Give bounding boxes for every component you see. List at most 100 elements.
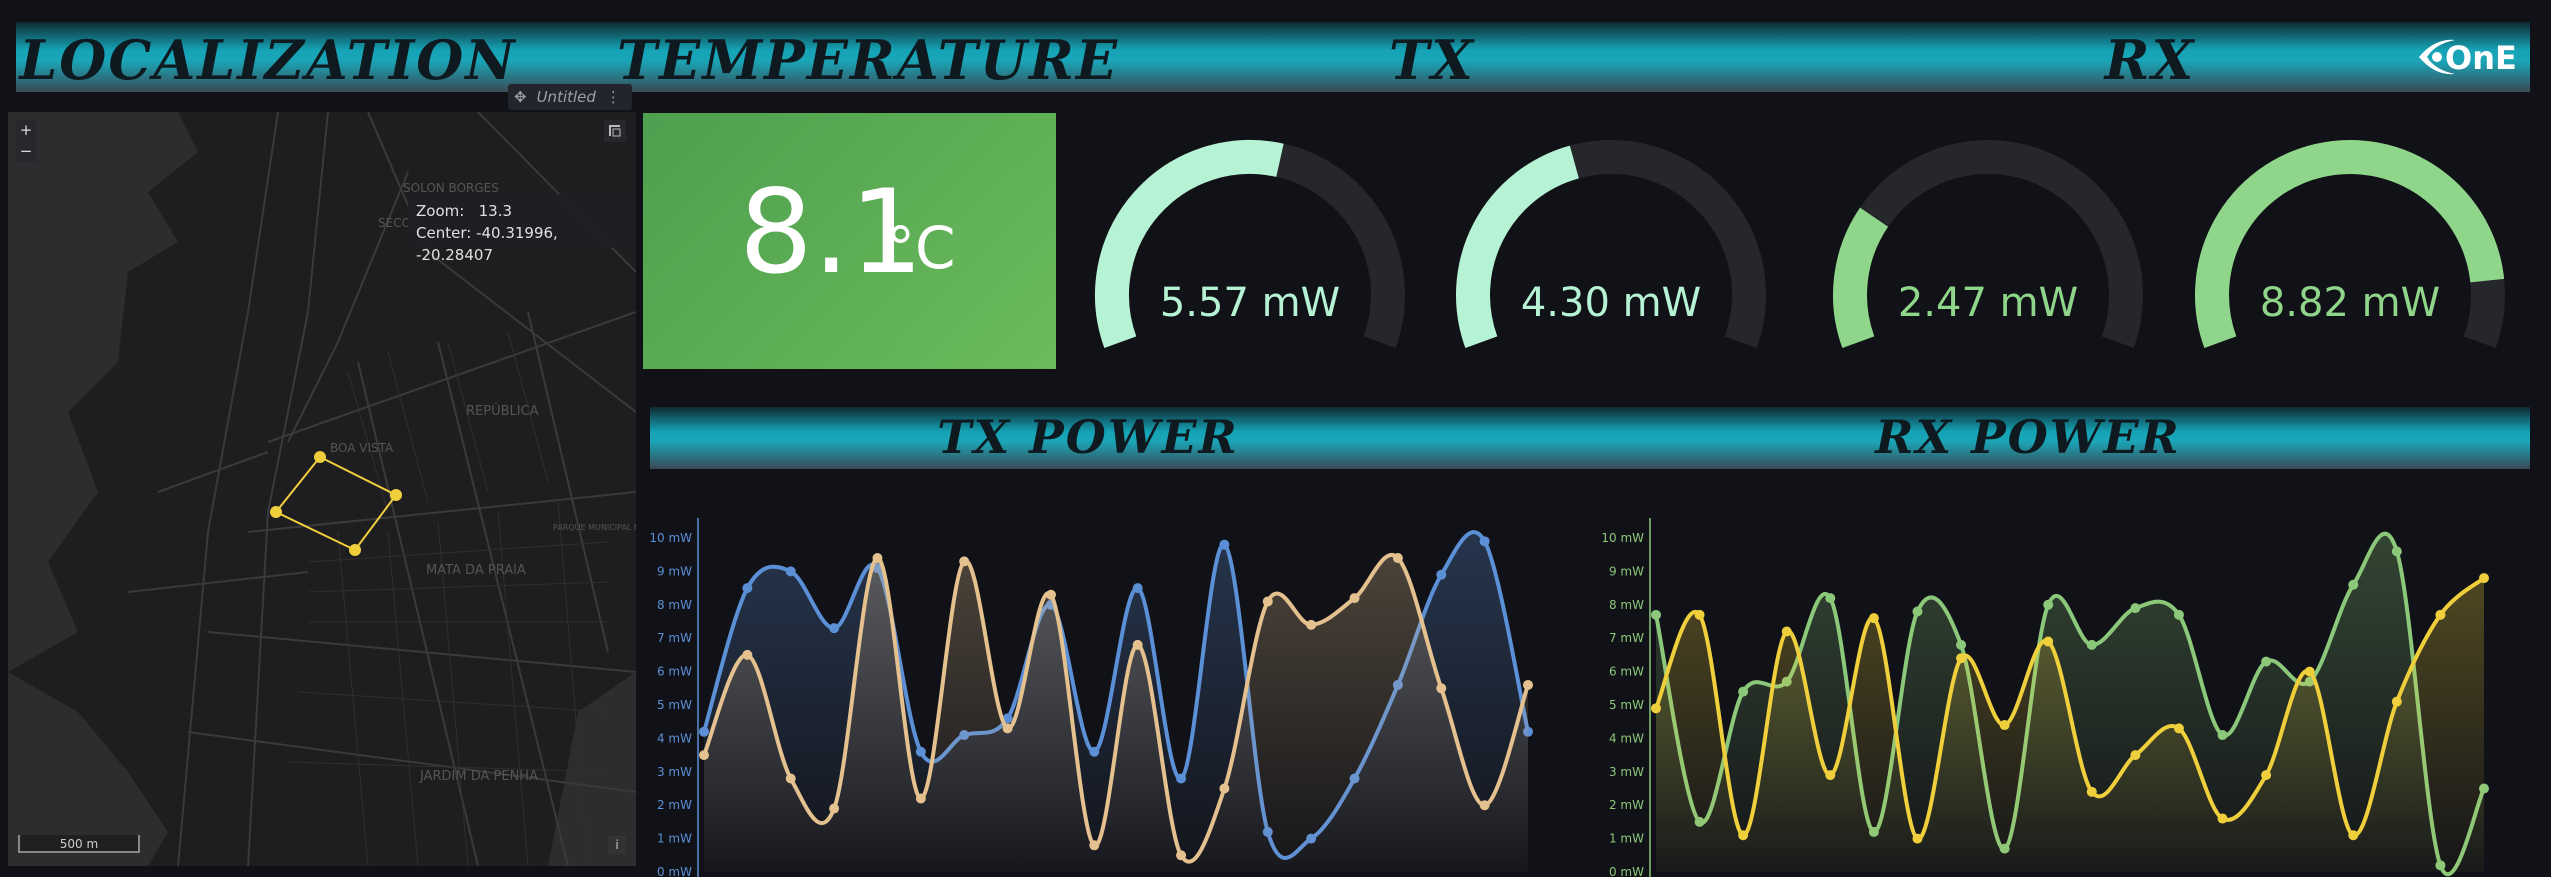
title-rx-power: RX POWER [1875, 410, 2181, 464]
data-point-rx1[interactable] [2391, 546, 2402, 557]
y-tick-label: 2 mW [1609, 798, 1644, 812]
data-point-rx1[interactable] [1912, 606, 1923, 617]
data-point-tx1[interactable] [785, 566, 796, 577]
data-point-rx1[interactable] [1651, 609, 1661, 620]
data-point-tx2[interactable] [1262, 596, 1273, 607]
series-line-rx2[interactable] [1654, 576, 2486, 841]
data-point-tx1[interactable] [1219, 539, 1230, 550]
route-point[interactable] [349, 544, 361, 556]
data-point-tx2[interactable] [1002, 723, 1013, 734]
data-point-tx1[interactable] [1002, 713, 1013, 724]
data-point-tx1[interactable] [742, 583, 753, 594]
data-point-rx1[interactable] [2130, 603, 2141, 614]
data-point-rx1[interactable] [2173, 609, 2184, 620]
data-point-tx2[interactable] [1176, 850, 1187, 861]
data-point-tx2[interactable] [1089, 840, 1100, 851]
layers-button[interactable] [604, 120, 626, 142]
data-point-rx2[interactable] [1781, 626, 1792, 637]
route-point[interactable] [270, 506, 282, 518]
route-point[interactable] [390, 489, 402, 501]
y-tick-label: 6 mW [657, 665, 692, 679]
data-point-tx2[interactable] [1479, 800, 1490, 811]
data-point-rx2[interactable] [2304, 666, 2315, 677]
data-point-tx2[interactable] [829, 803, 840, 814]
place-label: BOA VISTA [330, 441, 394, 455]
data-point-tx2[interactable] [959, 556, 970, 567]
data-point-rx1[interactable] [1956, 639, 1967, 650]
data-point-tx1[interactable] [1089, 746, 1100, 757]
data-point-rx2[interactable] [1825, 770, 1836, 781]
map-view[interactable]: SOLON BORGES SECO BOA VISTA REPÚBLICA MA… [8, 112, 636, 866]
data-point-rx1[interactable] [1738, 686, 1749, 697]
data-point-tx2[interactable] [1436, 683, 1447, 694]
data-point-rx1[interactable] [2043, 599, 2054, 610]
data-point-tx1[interactable] [1436, 569, 1447, 580]
data-point-tx2[interactable] [1306, 619, 1317, 630]
data-point-tx1[interactable] [1479, 536, 1490, 547]
data-point-rx2[interactable] [1868, 613, 1879, 624]
data-point-rx1[interactable] [2217, 730, 2228, 741]
zoom-out-button[interactable]: − [19, 142, 33, 160]
y-tick-label: 1 mW [657, 832, 692, 846]
data-point-tx1[interactable] [915, 746, 926, 757]
data-point-tx2[interactable] [1045, 589, 1056, 600]
data-point-rx2[interactable] [2348, 830, 2359, 841]
data-point-tx2[interactable] [872, 553, 883, 564]
y-tick-label: 7 mW [1609, 631, 1644, 645]
zoom-label: Zoom: [416, 202, 465, 220]
data-point-rx2[interactable] [1651, 703, 1661, 714]
panel-menu-icon[interactable]: ⋮ [605, 88, 621, 106]
data-point-tx2[interactable] [1219, 783, 1230, 794]
map-scale-bar: 500 m [18, 835, 140, 853]
data-point-rx2[interactable] [2173, 723, 2184, 734]
gauge-fill [1456, 145, 1580, 349]
data-point-tx2[interactable] [785, 773, 796, 784]
y-tick-label: 7 mW [657, 631, 692, 645]
data-point-rx1[interactable] [2086, 639, 2097, 650]
map-info-overlay: Zoom: 13.3 Center: -40.31996, -20.28407 [408, 194, 626, 264]
data-point-tx2[interactable] [742, 649, 753, 660]
data-point-rx2[interactable] [1999, 720, 2010, 731]
y-tick-label: 8 mW [1609, 598, 1644, 612]
panel-header-tag[interactable]: ✥ Untitled ⋮ [508, 84, 632, 110]
gauge-fill [1095, 140, 1284, 348]
data-point-rx2[interactable] [1912, 833, 1923, 844]
data-point-rx2[interactable] [2479, 573, 2489, 584]
y-tick-label: 9 mW [657, 564, 692, 578]
data-point-rx1[interactable] [2261, 656, 2272, 667]
data-point-rx2[interactable] [2261, 770, 2272, 781]
move-icon[interactable]: ✥ [514, 88, 527, 106]
data-point-tx1[interactable] [699, 726, 709, 737]
data-point-tx2[interactable] [699, 750, 709, 761]
data-point-tx2[interactable] [1392, 553, 1403, 564]
route-point[interactable] [314, 451, 326, 463]
y-tick-label: 4 mW [657, 731, 692, 745]
data-point-rx2[interactable] [2435, 609, 2446, 620]
rx-power-chart[interactable]: 0 mW 1 mW 2 mW 3 mW 4 mW 5 mW 6 mW 7 mW 8 mW 9 mW… [1590, 500, 2550, 877]
data-point-tx2[interactable] [915, 793, 926, 804]
data-point-tx2[interactable] [1132, 639, 1143, 650]
data-point-tx1[interactable] [1132, 583, 1143, 594]
map-attribution-button[interactable]: i [608, 836, 626, 854]
place-label: JARDIM DA PENHA [419, 769, 538, 784]
zoom-in-button[interactable]: + [19, 121, 33, 139]
data-point-rx2[interactable] [2130, 750, 2141, 761]
data-point-tx2[interactable] [1349, 593, 1360, 604]
data-point-rx2[interactable] [1694, 609, 1705, 620]
data-point-rx1[interactable] [2348, 579, 2359, 590]
data-point-tx1[interactable] [829, 623, 840, 634]
data-point-rx1[interactable] [1825, 593, 1836, 604]
data-point-rx2[interactable] [1738, 830, 1749, 841]
data-point-tx2[interactable] [1523, 679, 1533, 690]
temperature-unit: °C [886, 214, 956, 282]
data-point-rx2[interactable] [2043, 636, 2054, 647]
data-point-rx2[interactable] [2086, 786, 2097, 797]
data-point-rx2[interactable] [2391, 696, 2402, 707]
tx-power-chart[interactable]: 0 mW 1 mW 2 mW 3 mW 4 mW 5 mW 6 mW 7 mW 8 mW 9 mW… [640, 500, 1540, 877]
data-point-rx2[interactable] [2217, 813, 2228, 824]
series-line-tx2[interactable] [702, 553, 1530, 864]
data-point-rx2[interactable] [1956, 653, 1967, 664]
center-value: -40.31996, -20.28407 [416, 224, 558, 264]
data-point-tx1[interactable] [1176, 773, 1187, 784]
gauge-fill [2195, 140, 2505, 348]
